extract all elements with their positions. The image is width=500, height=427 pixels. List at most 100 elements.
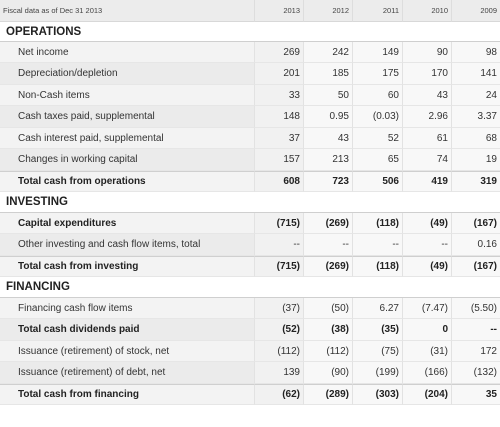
value-cell-2011: 65: [352, 149, 402, 171]
value-cell-2011: (303): [352, 384, 402, 405]
value-cell-2009: (5.50): [451, 298, 500, 319]
value-cell-2009: 172: [451, 341, 500, 362]
value-cell-2009: 3.37: [451, 106, 500, 128]
year-header-2013: 2013: [254, 0, 303, 22]
year-header-2009: 2009: [451, 0, 500, 22]
row-label: Depreciation/depletion: [0, 63, 254, 85]
value-cell-2012: (90): [303, 362, 352, 384]
value-cell-2010: (49): [402, 256, 451, 277]
value-cell-2009: 0.16: [451, 234, 500, 256]
value-cell-2010: 43: [402, 85, 451, 106]
value-cell-2009: 35: [451, 384, 500, 405]
row-label: Total cash from operations: [0, 171, 254, 192]
value-cell-2013: 157: [254, 149, 303, 171]
value-cell-2012: 185: [303, 63, 352, 85]
value-cell-2010: 170: [402, 63, 451, 85]
value-cell-2009: 68: [451, 128, 500, 149]
row-label: Cash interest paid, supplemental: [0, 128, 254, 149]
value-cell-2013: 33: [254, 85, 303, 106]
section-title-investing: INVESTING: [0, 192, 500, 213]
value-cell-2013: 201: [254, 63, 303, 85]
value-cell-2013: (62): [254, 384, 303, 405]
value-cell-2013: (37): [254, 298, 303, 319]
value-cell-2010: 74: [402, 149, 451, 171]
value-cell-2013: (52): [254, 319, 303, 341]
value-cell-2009: (132): [451, 362, 500, 384]
row-label: Other investing and cash flow items, tot…: [0, 234, 254, 256]
row-label: Total cash from financing: [0, 384, 254, 405]
value-cell-2013: 269: [254, 42, 303, 63]
value-cell-2012: (269): [303, 256, 352, 277]
value-cell-2009: 98: [451, 42, 500, 63]
value-cell-2013: --: [254, 234, 303, 256]
value-cell-2010: (204): [402, 384, 451, 405]
year-header-2011: 2011: [352, 0, 402, 22]
value-cell-2012: (269): [303, 213, 352, 234]
value-cell-2013: (112): [254, 341, 303, 362]
value-cell-2011: 149: [352, 42, 402, 63]
value-cell-2010: 419: [402, 171, 451, 192]
value-cell-2012: 50: [303, 85, 352, 106]
value-cell-2012: (289): [303, 384, 352, 405]
value-cell-2013: (715): [254, 256, 303, 277]
row-label: Total cash dividends paid: [0, 319, 254, 341]
table-header-label: Fiscal data as of Dec 31 2013: [0, 0, 254, 22]
year-header-2012: 2012: [303, 0, 352, 22]
value-cell-2011: (118): [352, 213, 402, 234]
value-cell-2011: 6.27: [352, 298, 402, 319]
section-title-financing: FINANCING: [0, 277, 500, 298]
value-cell-2012: 0.95: [303, 106, 352, 128]
value-cell-2010: (49): [402, 213, 451, 234]
value-cell-2012: (112): [303, 341, 352, 362]
row-label: Non-Cash items: [0, 85, 254, 106]
row-label: Issuance (retirement) of stock, net: [0, 341, 254, 362]
value-cell-2011: (0.03): [352, 106, 402, 128]
value-cell-2011: (35): [352, 319, 402, 341]
value-cell-2009: 19: [451, 149, 500, 171]
row-label: Total cash from investing: [0, 256, 254, 277]
value-cell-2013: 37: [254, 128, 303, 149]
value-cell-2010: 90: [402, 42, 451, 63]
value-cell-2010: (31): [402, 341, 451, 362]
value-cell-2009: 141: [451, 63, 500, 85]
value-cell-2010: 61: [402, 128, 451, 149]
value-cell-2012: 723: [303, 171, 352, 192]
value-cell-2011: (118): [352, 256, 402, 277]
value-cell-2012: (38): [303, 319, 352, 341]
value-cell-2012: --: [303, 234, 352, 256]
value-cell-2011: --: [352, 234, 402, 256]
value-cell-2013: (715): [254, 213, 303, 234]
value-cell-2010: 0: [402, 319, 451, 341]
value-cell-2011: (75): [352, 341, 402, 362]
value-cell-2011: 175: [352, 63, 402, 85]
year-header-2010: 2010: [402, 0, 451, 22]
value-cell-2010: (166): [402, 362, 451, 384]
value-cell-2012: 242: [303, 42, 352, 63]
value-cell-2011: 60: [352, 85, 402, 106]
row-label: Changes in working capital: [0, 149, 254, 171]
row-label: Financing cash flow items: [0, 298, 254, 319]
value-cell-2010: (7.47): [402, 298, 451, 319]
value-cell-2009: 319: [451, 171, 500, 192]
value-cell-2009: (167): [451, 213, 500, 234]
row-label: Net income: [0, 42, 254, 63]
value-cell-2011: 506: [352, 171, 402, 192]
row-label: Cash taxes paid, supplemental: [0, 106, 254, 128]
value-cell-2010: 2.96: [402, 106, 451, 128]
value-cell-2012: 43: [303, 128, 352, 149]
value-cell-2009: --: [451, 319, 500, 341]
value-cell-2013: 608: [254, 171, 303, 192]
row-label: Issuance (retirement) of debt, net: [0, 362, 254, 384]
section-title-operations: OPERATIONS: [0, 22, 500, 42]
value-cell-2009: 24: [451, 85, 500, 106]
value-cell-2010: --: [402, 234, 451, 256]
value-cell-2013: 139: [254, 362, 303, 384]
row-label: Capital expenditures: [0, 213, 254, 234]
value-cell-2011: 52: [352, 128, 402, 149]
value-cell-2012: 213: [303, 149, 352, 171]
value-cell-2012: (50): [303, 298, 352, 319]
value-cell-2013: 148: [254, 106, 303, 128]
value-cell-2009: (167): [451, 256, 500, 277]
value-cell-2011: (199): [352, 362, 402, 384]
